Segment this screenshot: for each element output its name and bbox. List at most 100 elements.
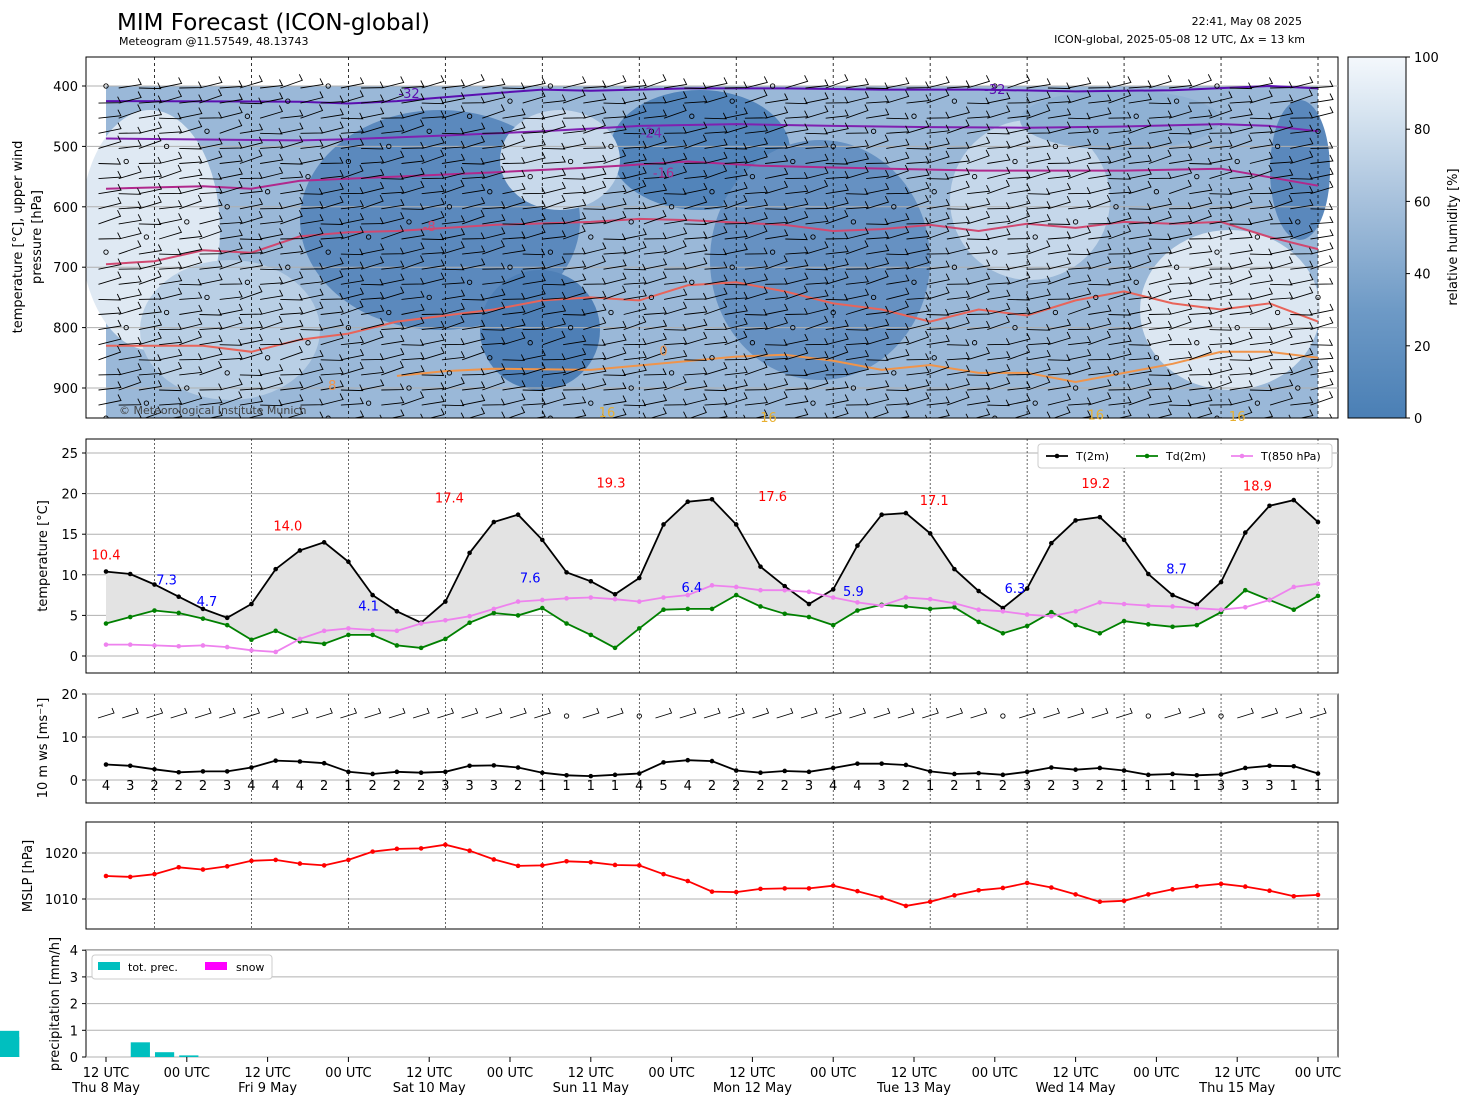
- wind-point: [1024, 769, 1030, 775]
- wind-barb: [866, 231, 890, 240]
- wind-barb: [361, 94, 385, 104]
- wind-barb: [744, 198, 769, 210]
- wind-barb: [623, 399, 647, 407]
- wind-barb: [601, 413, 606, 418]
- wind-barb: [1229, 244, 1253, 255]
- wind-barb: [1169, 140, 1193, 149]
- td2m-point: [1291, 607, 1297, 613]
- wind-barb: [946, 378, 970, 391]
- wind-barb: [603, 246, 627, 255]
- pressure-tick-label: 600: [53, 201, 78, 216]
- wind-barb: [1270, 155, 1294, 164]
- wind-barb: [441, 92, 466, 104]
- wind-barb: [280, 394, 304, 406]
- mslp-point: [200, 867, 206, 872]
- wind-barb: [785, 369, 808, 376]
- wind-barb: [1310, 93, 1334, 104]
- wind-barb: [381, 347, 405, 361]
- wind-barb: [401, 242, 425, 255]
- wind-barb: [1168, 315, 1192, 331]
- wind-barb: [542, 230, 566, 240]
- wind-barb: [118, 188, 142, 195]
- isotherm-label: -32: [398, 87, 419, 102]
- wind-barb: [1088, 317, 1112, 331]
- wind-barb: [320, 121, 344, 134]
- wind-barb: [1128, 80, 1152, 89]
- wind-barb: [98, 157, 122, 165]
- wind-barb: [724, 155, 748, 164]
- wind-barb: [461, 332, 486, 346]
- wind-barb: [98, 196, 122, 210]
- wind-barb: [482, 91, 506, 104]
- wind-barb: [340, 112, 364, 120]
- wind-barb: [845, 275, 869, 285]
- wind-barb: [649, 407, 667, 418]
- t850-point: [491, 606, 497, 612]
- calm-circle: [567, 158, 574, 165]
- wind-barb: [583, 352, 607, 361]
- wind-barb: [158, 287, 183, 300]
- wind-barb: [1128, 290, 1152, 300]
- wind-barb: [946, 106, 970, 119]
- wind-barb: [776, 707, 794, 719]
- wind-barb: [138, 318, 163, 331]
- wind-barb: [159, 274, 183, 285]
- wind-barb: [381, 76, 405, 89]
- wind-barb: [946, 119, 970, 134]
- wind-barb: [199, 225, 223, 240]
- wind-barb: [946, 154, 970, 164]
- wind-barb: [1310, 242, 1334, 255]
- wind-barb: [502, 354, 526, 361]
- wind-barb: [502, 331, 526, 346]
- td2m-point: [1315, 593, 1321, 599]
- wind-value-label: 3: [805, 779, 813, 794]
- wind-barb: [1067, 164, 1091, 180]
- wind-barb: [360, 120, 385, 134]
- t850-point: [636, 599, 642, 604]
- wind-barb: [1310, 255, 1334, 270]
- td2m-point: [1024, 623, 1030, 629]
- precip-tick-label: 3: [70, 971, 78, 986]
- wind-barb: [704, 151, 728, 164]
- wind-barb: [744, 247, 768, 255]
- wind-barb: [1067, 707, 1085, 719]
- wind-barb: [159, 213, 183, 225]
- mslp-point: [661, 871, 666, 877]
- wind-barb: [906, 168, 930, 180]
- wind-barb: [1209, 288, 1233, 300]
- wind-barb: [765, 203, 788, 210]
- wind-barb: [1088, 379, 1112, 391]
- mslp-point: [636, 863, 642, 868]
- wind-barb: [441, 215, 465, 225]
- wind-value-label: 3: [223, 779, 231, 794]
- wind-barb: [805, 315, 829, 331]
- td2m-point: [564, 621, 569, 626]
- wind-barb: [361, 366, 385, 376]
- wind-barb: [987, 276, 1011, 285]
- wind-barb: [583, 316, 607, 331]
- wind-barb: [583, 80, 607, 89]
- wind-barb: [866, 244, 890, 255]
- calm-circle: [1173, 98, 1180, 104]
- wind-point: [685, 757, 691, 763]
- mslp-point: [346, 857, 351, 863]
- wind-barb: [340, 213, 365, 225]
- wind-barb: [1007, 293, 1031, 301]
- td2m-point: [588, 632, 594, 638]
- wind-barb: [966, 272, 991, 285]
- wind-barb: [583, 119, 606, 134]
- wind-barb: [219, 316, 243, 331]
- wind-barb: [1067, 361, 1092, 376]
- wind-barb: [1068, 261, 1092, 270]
- wind-barb: [542, 155, 566, 164]
- wind-barb: [886, 151, 910, 164]
- wind-barb: [1187, 412, 1192, 418]
- wind-barb: [138, 195, 162, 210]
- wind-barb: [865, 195, 890, 210]
- wind-barb: [421, 382, 445, 391]
- wind-barb: [1047, 218, 1071, 225]
- wind-barb: [179, 278, 202, 286]
- time-tick-label: 00 UTC: [487, 1066, 533, 1081]
- wind-barb: [906, 291, 930, 300]
